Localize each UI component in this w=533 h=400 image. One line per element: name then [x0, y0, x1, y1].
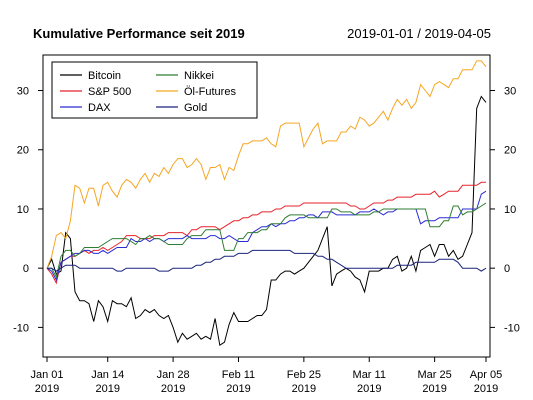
- y-tick-label-left: 20: [17, 145, 29, 157]
- x-tick-label: Feb 25: [287, 369, 321, 381]
- legend: Bitcoin S&P 500 DAX Nikkei Öl-Futures Gold: [51, 61, 258, 119]
- legend-box: [51, 61, 258, 119]
- legend-label: DAX: [88, 102, 111, 114]
- x-tick-label: Feb 11: [222, 369, 255, 381]
- x-tick-label: Jan 01: [30, 369, 63, 381]
- y-tick-label-right: 20: [504, 145, 516, 157]
- x-tick-year: 2019: [422, 383, 446, 395]
- series-line-bitcoin: [46, 95, 487, 347]
- date-range-label: 2019-01-01 / 2019-04-05: [347, 26, 491, 41]
- x-tick-year: 2019: [35, 383, 59, 395]
- x-tick-label: Jan 28: [157, 369, 190, 381]
- y-tick-label-right: 10: [504, 204, 516, 216]
- x-tick-label: Mar 11: [353, 369, 386, 381]
- y-tick-label-left: -10: [13, 322, 29, 334]
- y-tick-label-left: 0: [23, 263, 29, 275]
- x-tick-year: 2019: [95, 383, 119, 395]
- y-tick-label-right: 30: [504, 86, 516, 98]
- series-layer: [46, 60, 487, 347]
- plot-frame: [42, 54, 491, 358]
- legend-label: Nikkei: [184, 70, 214, 82]
- legend-label: S&P 500: [88, 86, 131, 98]
- x-tick-year: 2019: [357, 383, 381, 395]
- x-tick-year: 2019: [226, 383, 250, 395]
- series-line--l-futures: [46, 60, 487, 269]
- y-tick-label-left: 30: [17, 86, 29, 98]
- x-tick-year: 2019: [161, 383, 185, 395]
- x-tick-label: Apr 05: [470, 369, 502, 381]
- series-line-gold: [47, 249, 487, 272]
- legend-label: Bitcoin: [88, 70, 121, 82]
- y-tick-label-left: 10: [17, 204, 29, 216]
- x-tick-label: Jan 14: [91, 369, 124, 381]
- legend-label: Öl-Futures: [184, 86, 236, 98]
- x-tick-year: 2019: [474, 383, 498, 395]
- x-tick-label: Mar 25: [418, 369, 452, 381]
- y-tick-label-right: -10: [504, 322, 520, 334]
- chart-title: Kumulative Performance seit 2019: [33, 26, 245, 41]
- x-tick-year: 2019: [292, 383, 316, 395]
- series-line-dax: [46, 190, 487, 282]
- series-line-nikkei: [47, 202, 487, 279]
- y-tick-label-right: 0: [504, 263, 510, 275]
- legend-label: Gold: [184, 102, 207, 114]
- axes-layer: -10 -10 0 0 10 10 20 20 30 30 Jan 01 2019 Jan 14 2019…: [13, 54, 520, 395]
- series-line-s-p-500: [46, 181, 486, 285]
